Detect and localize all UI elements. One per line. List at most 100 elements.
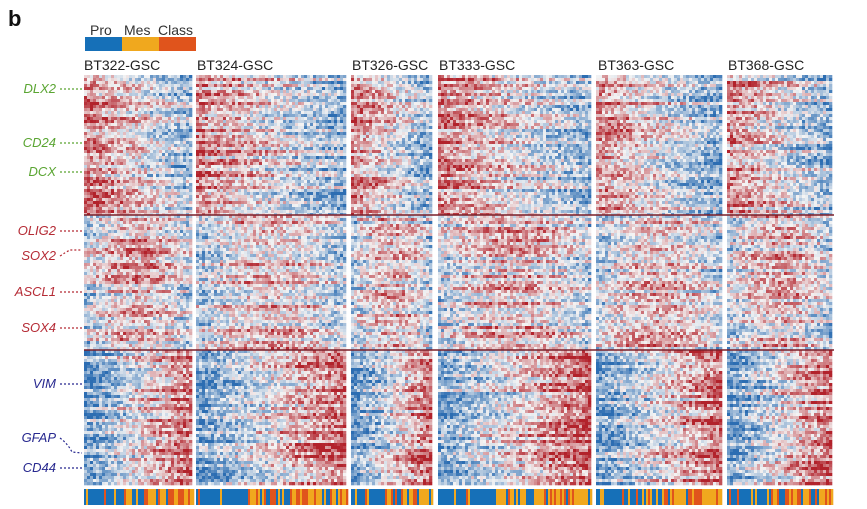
heatmap-row bbox=[438, 368, 591, 371]
heatmap-row bbox=[438, 144, 591, 147]
class-bar-cell bbox=[222, 489, 224, 505]
heatmap-row bbox=[727, 230, 832, 233]
class-bar-cell bbox=[425, 489, 427, 505]
heatmap-row bbox=[727, 233, 832, 236]
heatmap-row bbox=[351, 455, 432, 458]
class-bar-cell bbox=[807, 489, 809, 505]
heatmap-row bbox=[196, 314, 346, 317]
heatmap-row bbox=[351, 254, 432, 257]
heatmap-row bbox=[596, 446, 722, 449]
heatmap-row bbox=[196, 263, 346, 266]
heatmap-row bbox=[351, 275, 432, 278]
heatmap-row bbox=[351, 470, 432, 473]
heatmap-row bbox=[84, 476, 192, 479]
heatmap-row bbox=[596, 150, 722, 153]
heatmap-row bbox=[196, 302, 346, 305]
heatmap-row bbox=[196, 416, 346, 419]
heatmap-row bbox=[727, 141, 832, 144]
heatmap-row bbox=[438, 401, 591, 404]
class-bar-cell bbox=[110, 489, 112, 505]
heatmap-row bbox=[84, 395, 192, 398]
class-bar-cell bbox=[218, 489, 220, 505]
heatmap-row bbox=[727, 413, 832, 416]
class-bar-cell bbox=[242, 489, 244, 505]
heatmap-row bbox=[84, 195, 192, 198]
heatmap-row bbox=[596, 210, 722, 213]
heatmap-row bbox=[196, 207, 346, 210]
heatmap-row bbox=[351, 129, 432, 132]
heatmap-row bbox=[727, 356, 832, 359]
heatmap-row bbox=[727, 392, 832, 395]
heatmap-row bbox=[351, 368, 432, 371]
heatmap-row bbox=[438, 93, 591, 96]
heatmap-row bbox=[596, 156, 722, 159]
heatmap-row bbox=[727, 257, 832, 260]
class-bar-cell bbox=[452, 489, 454, 505]
class-bar-cell bbox=[731, 489, 733, 505]
heatmap-row bbox=[438, 443, 591, 446]
class-bar-cell bbox=[282, 489, 284, 505]
heatmap-row bbox=[438, 75, 591, 78]
heatmap-row bbox=[351, 120, 432, 123]
class-bar-cell bbox=[220, 489, 222, 505]
heatmap-row bbox=[84, 299, 192, 302]
class-bar-cell bbox=[188, 489, 190, 505]
heatmap-row bbox=[438, 260, 591, 263]
heatmap-row bbox=[727, 395, 832, 398]
legend-swatch-mes bbox=[122, 37, 159, 51]
heatmap-row bbox=[727, 108, 832, 111]
heatmap-row bbox=[727, 183, 832, 186]
heatmap-row bbox=[351, 257, 432, 260]
gene-leader-sox2 bbox=[60, 250, 82, 256]
heatmap-row bbox=[351, 452, 432, 455]
heatmap-row bbox=[196, 138, 346, 141]
heatmap-row bbox=[596, 195, 722, 198]
heatmap-row bbox=[351, 84, 432, 87]
class-bar-cell bbox=[478, 489, 480, 505]
heatmap-row bbox=[596, 168, 722, 171]
heatmap-row bbox=[351, 365, 432, 368]
class-bar-cell bbox=[170, 489, 172, 505]
heatmap-row bbox=[351, 269, 432, 272]
heatmap-row bbox=[727, 96, 832, 99]
class-bar-cell bbox=[440, 489, 442, 505]
class-bar-cell bbox=[166, 489, 168, 505]
heatmap-row bbox=[727, 383, 832, 386]
heatmap-row bbox=[438, 245, 591, 248]
heatmap-row bbox=[727, 150, 832, 153]
heatmap-row bbox=[596, 476, 722, 479]
heatmap-row bbox=[596, 248, 722, 251]
heatmap-row bbox=[351, 482, 432, 485]
class-bar-cell bbox=[381, 489, 383, 505]
heatmap-row bbox=[438, 198, 591, 201]
class-bar-cell bbox=[664, 489, 666, 505]
heatmap-row bbox=[196, 434, 346, 437]
class-bar-cell bbox=[652, 489, 654, 505]
heatmap-row bbox=[351, 308, 432, 311]
class-bar-cell bbox=[476, 489, 478, 505]
class-bar-cell bbox=[116, 489, 118, 505]
heatmap-row bbox=[196, 75, 346, 78]
class-bar-cell bbox=[202, 489, 204, 505]
heatmap-row bbox=[596, 111, 722, 114]
class-bar-cell bbox=[747, 489, 749, 505]
heatmap-row bbox=[438, 111, 591, 114]
heatmap-row bbox=[196, 323, 346, 326]
heatmap-row bbox=[84, 129, 192, 132]
heatmap-panel-bt368 bbox=[727, 75, 832, 485]
heatmap-row bbox=[596, 410, 722, 413]
heatmap-row bbox=[196, 410, 346, 413]
heatmap-row bbox=[727, 407, 832, 410]
heatmap-row bbox=[84, 78, 192, 81]
heatmap-row bbox=[196, 186, 346, 189]
heatmap-row bbox=[196, 87, 346, 90]
heatmap-row bbox=[351, 314, 432, 317]
heatmap-row bbox=[84, 461, 192, 464]
gene-label-cd44: CD44 bbox=[23, 460, 56, 475]
heatmap-row bbox=[84, 183, 192, 186]
heatmap-row bbox=[84, 81, 192, 84]
heatmap-row bbox=[596, 218, 722, 221]
heatmap-row bbox=[351, 207, 432, 210]
heatmap-row bbox=[596, 407, 722, 410]
class-bar-cell bbox=[831, 489, 833, 505]
